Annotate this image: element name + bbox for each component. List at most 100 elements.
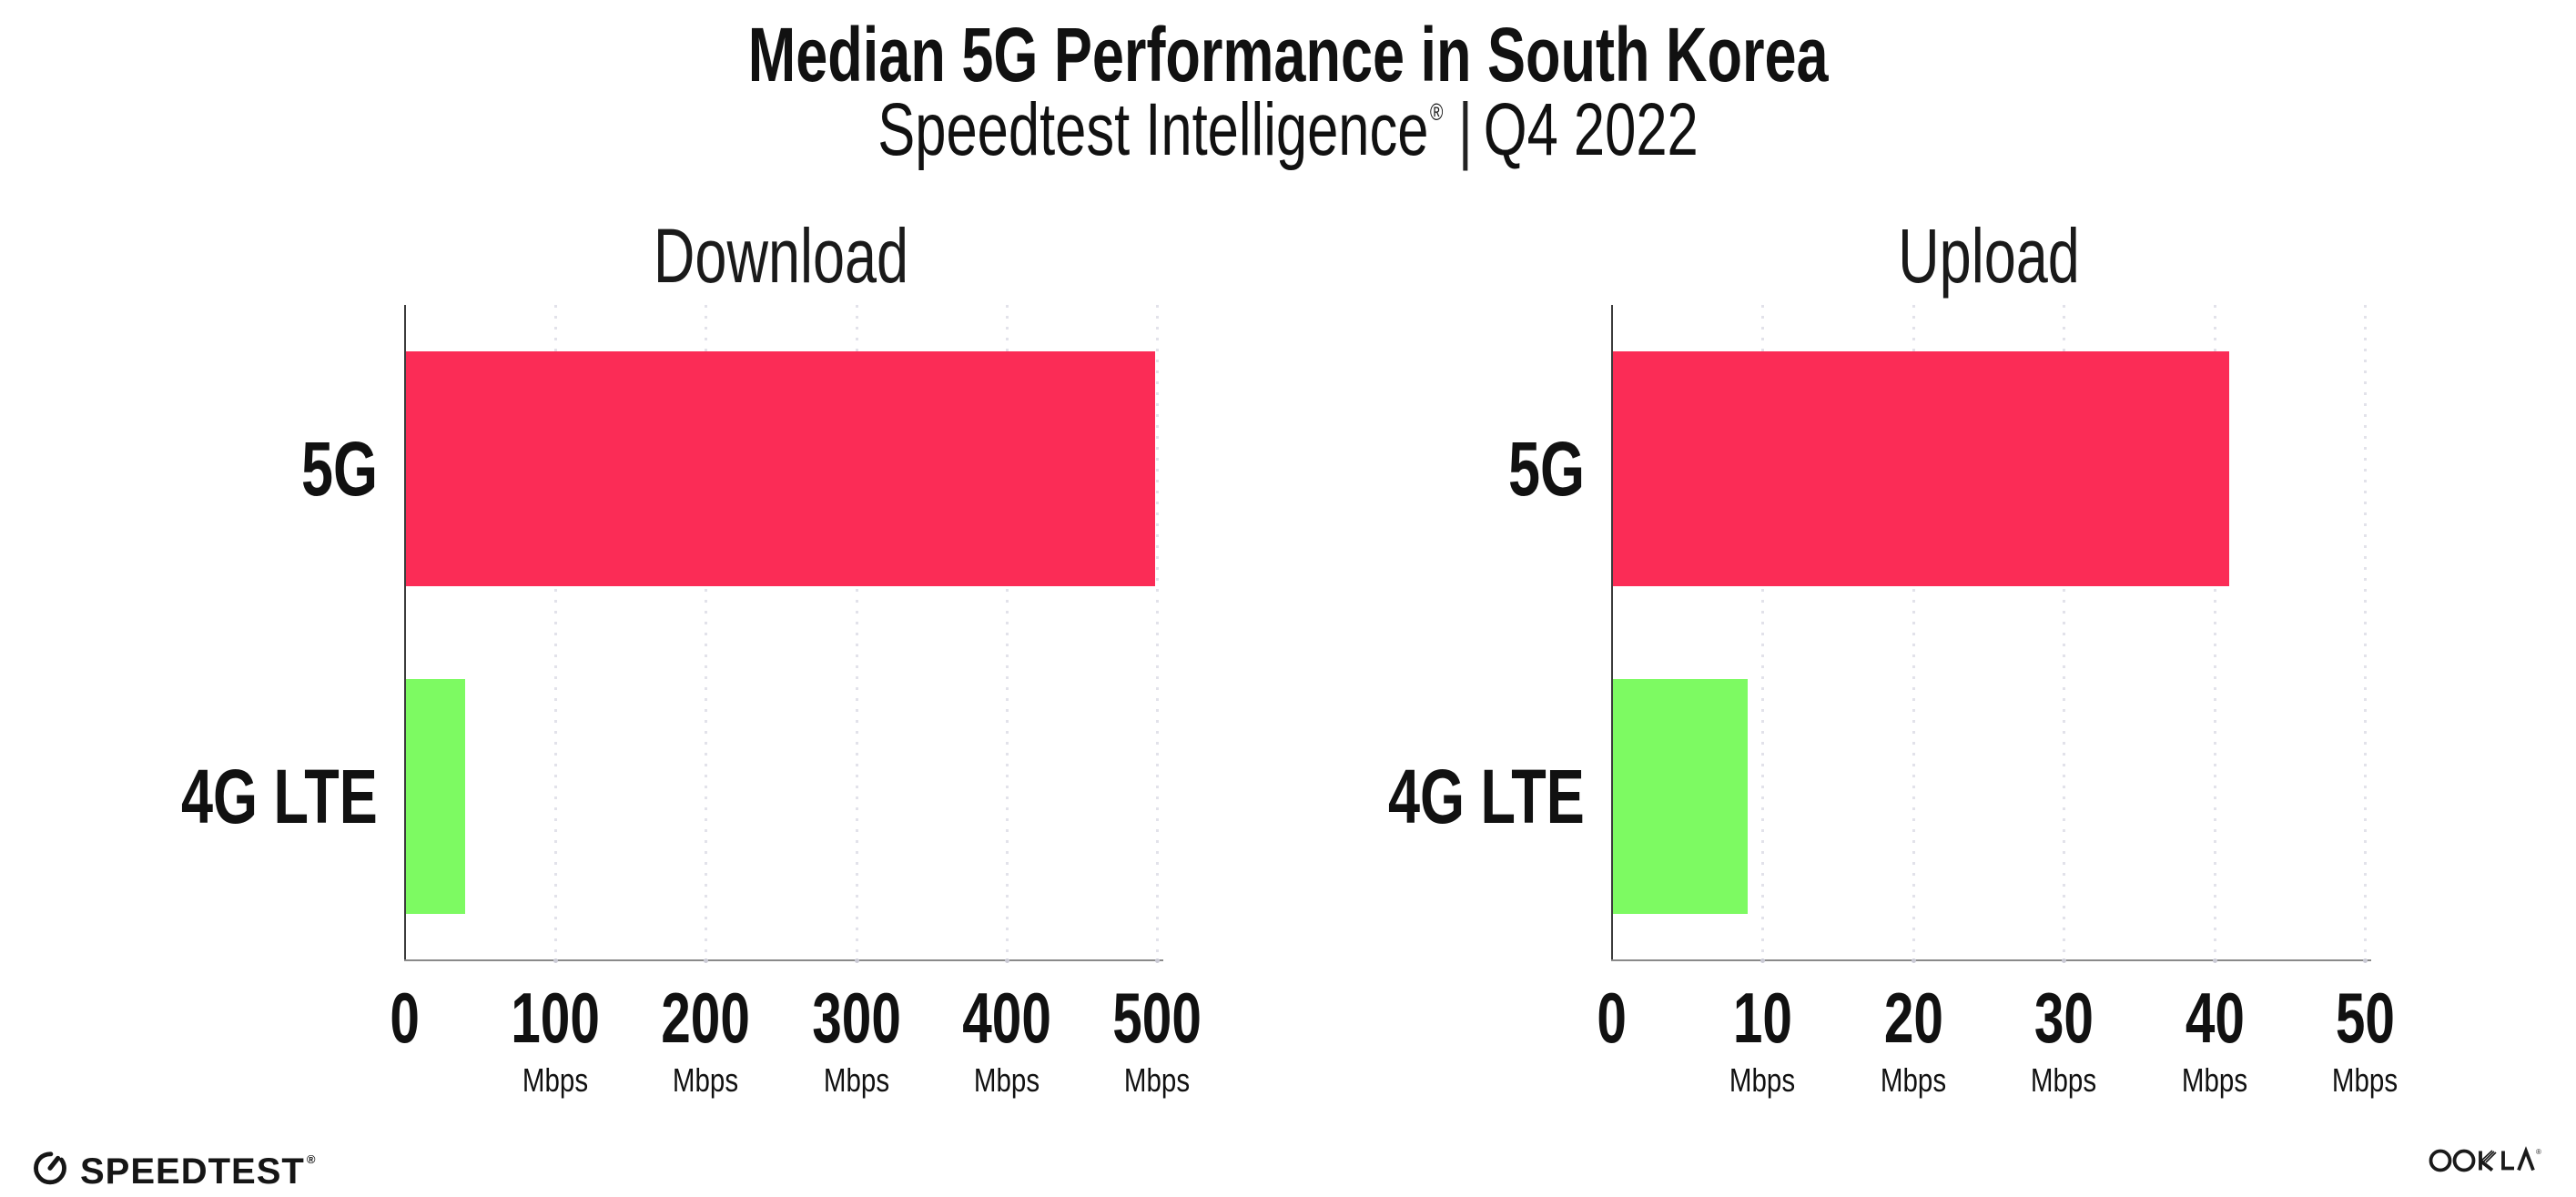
plot-area — [404, 305, 1163, 963]
gridline — [554, 305, 558, 960]
x-tick: 30 Mbps — [1954, 982, 2173, 1097]
axis-tick-dot — [854, 959, 859, 963]
x-tick-unit: Mbps — [2105, 1064, 2324, 1097]
x-tick: 50 Mbps — [2256, 982, 2474, 1097]
axis-tick-dot — [1155, 959, 1160, 963]
axis-tick-dot — [553, 959, 559, 963]
x-tick: 10 Mbps — [1653, 982, 1871, 1097]
bar-5g — [405, 351, 1156, 586]
subtitle-separator: | — [1457, 88, 1473, 171]
x-tick-value-text: 0 — [1597, 978, 1628, 1058]
axis-tick-dot — [704, 959, 709, 963]
x-tick-unit-text: Mbps — [823, 1061, 890, 1099]
x-tick-unit-text: Mbps — [1123, 1061, 1191, 1099]
axis-tick-dot — [1760, 959, 1766, 963]
x-tick-value-text: 200 — [661, 978, 750, 1058]
axis-tick-dot — [2363, 959, 2368, 963]
x-tick-value-text: 500 — [1112, 978, 1202, 1058]
ookla-letter-o2 — [2452, 1149, 2476, 1172]
axis-tick-dot — [2212, 959, 2217, 963]
ookla-letter-k — [2479, 1150, 2497, 1172]
ookla-letter-l — [2501, 1151, 2514, 1171]
x-tick-value: 300 — [747, 982, 966, 1053]
gridline — [1156, 305, 1159, 960]
gridline — [1761, 305, 1765, 960]
x-tick-value: 40 — [2105, 982, 2324, 1053]
x-tick-unit: Mbps — [1048, 1064, 1266, 1097]
x-tick-value: 10 — [1653, 982, 1871, 1053]
x-tick-unit: Mbps — [596, 1064, 815, 1097]
x-tick-value-text: 10 — [1732, 978, 1792, 1058]
category-label-4g-lte: 4G LTE — [105, 746, 378, 847]
x-tick-value: 30 — [1954, 982, 2173, 1053]
bar-4g-lte — [1612, 679, 1748, 914]
x-tick-unit-text: Mbps — [1880, 1061, 1947, 1099]
ookla-trademark-mark: ® — [2536, 1148, 2541, 1156]
x-tick-value-text: 20 — [1883, 978, 1943, 1058]
chart-title-text: Download — [653, 213, 909, 299]
x-tick-value-text: 100 — [511, 978, 600, 1058]
ookla-letter-lambda — [2517, 1146, 2535, 1172]
chart-title-text: Upload — [1897, 213, 2080, 299]
gridline — [705, 305, 708, 960]
x-tick-unit: Mbps — [446, 1064, 664, 1097]
ookla-logo: ® — [2429, 1140, 2545, 1182]
x-tick-unit-text: Mbps — [2030, 1061, 2097, 1099]
x-tick-unit-text: Mbps — [2331, 1061, 2399, 1099]
x-tick: 0 — [1503, 982, 1721, 1053]
speedtest-gauge-icon — [34, 1151, 66, 1184]
x-tick-unit: Mbps — [1653, 1064, 1871, 1097]
x-tick-value-text: 40 — [2185, 978, 2245, 1058]
chart-title: Upload — [1867, 218, 2109, 294]
x-tick-unit-text: Mbps — [973, 1061, 1040, 1099]
gridline — [2364, 305, 2367, 960]
x-tick-value-text: 400 — [962, 978, 1051, 1058]
gridline — [2063, 305, 2066, 960]
x-tick-unit: Mbps — [1804, 1064, 2023, 1097]
axis-tick-dot — [1004, 959, 1009, 963]
x-tick-value: 400 — [898, 982, 1116, 1053]
x-axis-line — [1611, 959, 2371, 961]
speedtest-logo: SPEEDTEST ® — [29, 1143, 317, 1190]
speedtest-wordmark: SPEEDTEST ® — [80, 1143, 317, 1190]
x-tick: 0 — [296, 982, 514, 1053]
category-label-5g: 5G — [1312, 419, 1585, 519]
page-subtitle: Speedtest Intelligence® | Q4 2022 — [0, 93, 2576, 167]
x-tick-value-text: 50 — [2335, 978, 2395, 1058]
gridline — [2213, 305, 2216, 960]
category-label-text: 5G — [1507, 426, 1585, 512]
x-tick-value: 20 — [1804, 982, 2023, 1053]
subtitle-period: Q4 2022 — [1483, 88, 1699, 171]
category-label-text: 4G LTE — [1388, 754, 1585, 839]
x-tick-unit: Mbps — [2256, 1064, 2474, 1097]
ookla-wordmark-icon: ® — [2429, 1146, 2541, 1172]
x-tick-value-text: 30 — [2033, 978, 2094, 1058]
y-axis-line — [1611, 305, 1613, 960]
category-label-text: 5G — [300, 426, 378, 512]
plot-area — [1611, 305, 2371, 963]
download-chart: Download 5G 4G LTE 0 100 Mbps 200 Mbps 300 Mbps 40… — [181, 218, 1202, 1097]
subtitle-product: Speedtest Intelligence — [877, 88, 1429, 171]
category-label-4g-lte: 4G LTE — [1312, 746, 1585, 847]
x-tick-unit-text: Mbps — [522, 1061, 589, 1099]
x-tick-value: 0 — [1503, 982, 1721, 1053]
ookla-letter-o1 — [2429, 1149, 2452, 1172]
upload-chart: Upload 5G 4G LTE 0 10 Mbps 20 Mbps 30 Mbps 40 Mbps 5… — [1388, 218, 2398, 1097]
x-axis-line — [404, 959, 1163, 961]
x-tick-value: 200 — [596, 982, 815, 1053]
speedtest-trademark-mark: ® — [306, 1152, 317, 1166]
gridline — [1912, 305, 1915, 960]
axis-tick-dot — [1911, 959, 1916, 963]
x-tick-value: 100 — [446, 982, 664, 1053]
gauge-needle-icon — [47, 1155, 61, 1171]
registered-trademark-mark: ® — [1429, 98, 1444, 126]
x-tick-value-text: 0 — [390, 978, 421, 1058]
x-tick-unit: Mbps — [898, 1064, 1116, 1097]
category-label-5g: 5G — [105, 419, 378, 519]
page-title: Median 5G Performance in South Korea — [0, 16, 2576, 93]
x-tick-unit-text: Mbps — [1729, 1061, 1796, 1099]
page-title-text: Median 5G Performance in South Korea — [747, 12, 1829, 97]
x-tick-value-text: 300 — [812, 978, 901, 1058]
page-subtitle-text: Speedtest Intelligence® | Q4 2022 — [877, 93, 1699, 167]
